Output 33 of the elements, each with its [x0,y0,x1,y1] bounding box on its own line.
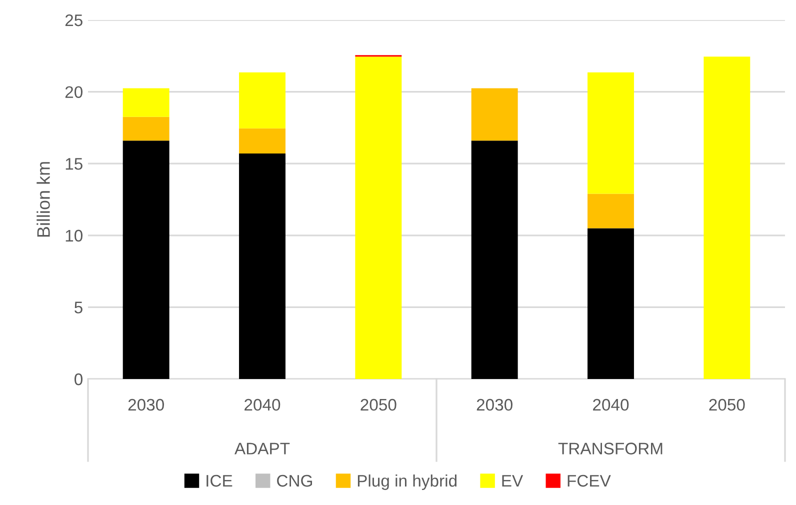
y-tick-label: 0 [74,373,82,386]
text: ADAPT [234,442,290,454]
text: TRANSFORM [558,442,662,454]
x-tick-label: 2030 [128,398,164,411]
y-tick-label: 5 [74,302,82,314]
bar [588,72,634,194]
bar [704,56,750,379]
bar [239,72,286,128]
legend-label: CNG [277,474,312,487]
bar [588,228,634,379]
x-tick-label: 2040 [244,398,280,411]
bar [588,194,634,228]
y-axis-title: Billion km [36,162,50,237]
legend-label: FCEV [568,474,611,487]
bar [471,140,518,379]
bar [122,140,170,379]
bar [122,88,170,117]
x-tick-label: 2050 [709,398,745,411]
bar [355,56,402,379]
legend-label: ICE [206,474,232,487]
y-tick-label: 25 [65,14,82,26]
x-tick-label: 2050 [360,398,396,411]
bar [239,154,286,379]
y-tick-label: 10 [66,230,82,242]
bar [239,128,286,154]
legend-label: Plug in hybrid [358,474,456,490]
y-tick-label: 15 [66,158,82,170]
y-tick-label: 20 [65,86,82,98]
x-tick-label: 2030 [476,398,512,411]
bar [471,88,518,141]
bar [122,116,170,141]
x-tick-label: 2040 [593,398,629,411]
legend-label: EV [502,475,524,487]
